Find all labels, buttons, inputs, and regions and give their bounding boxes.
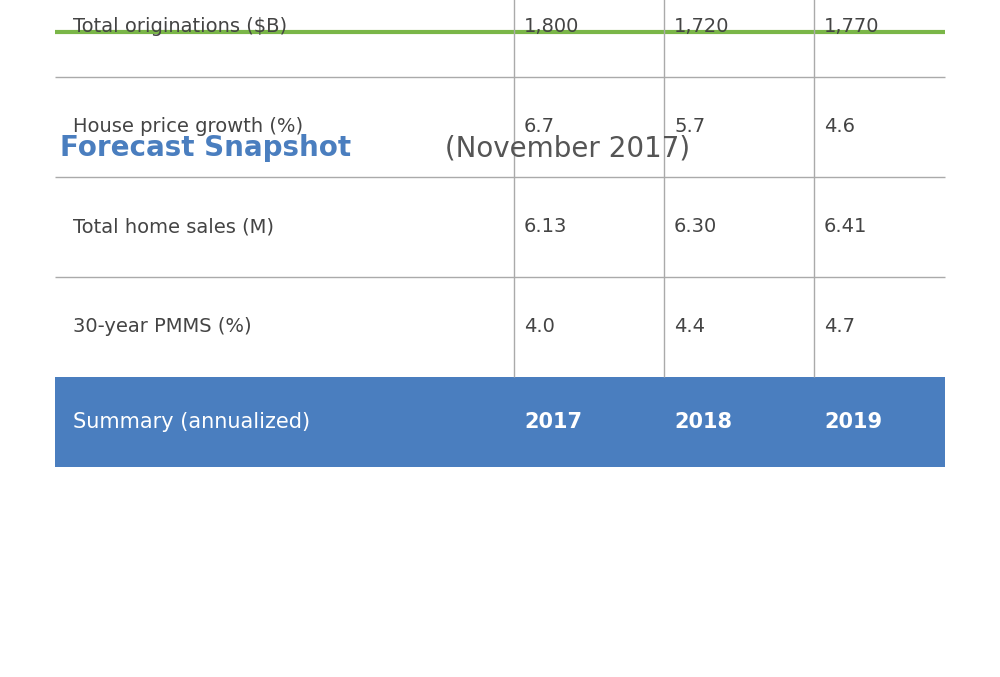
Text: 6.41: 6.41 [824,217,867,236]
Text: 30-year PMMS (%): 30-year PMMS (%) [73,318,252,336]
Text: 6.7: 6.7 [524,118,555,137]
Text: 2018: 2018 [674,412,732,432]
Bar [55,377,945,467]
Text: 4.6: 4.6 [824,118,855,137]
Text: 1,800: 1,800 [524,18,579,37]
Text: 5.7: 5.7 [674,118,705,137]
Text: Summary (annualized): Summary (annualized) [73,412,310,432]
Text: 4.7: 4.7 [824,318,855,336]
Text: Total originations ($B): Total originations ($B) [73,18,287,37]
Text: Forecast Snapshot: Forecast Snapshot [60,134,351,162]
Text: Total home sales (M): Total home sales (M) [73,217,274,236]
Text: 2019: 2019 [824,412,882,432]
Text: 2017: 2017 [524,412,582,432]
Text: House price growth (%): House price growth (%) [73,118,303,137]
Text: 1,720: 1,720 [674,18,730,37]
Text: 4.4: 4.4 [674,318,705,336]
Text: 4.0: 4.0 [524,318,555,336]
Text: 6.30: 6.30 [674,217,717,236]
Text: (November 2017): (November 2017) [436,134,690,162]
Text: 6.13: 6.13 [524,217,567,236]
Text: 1,770: 1,770 [824,18,880,37]
